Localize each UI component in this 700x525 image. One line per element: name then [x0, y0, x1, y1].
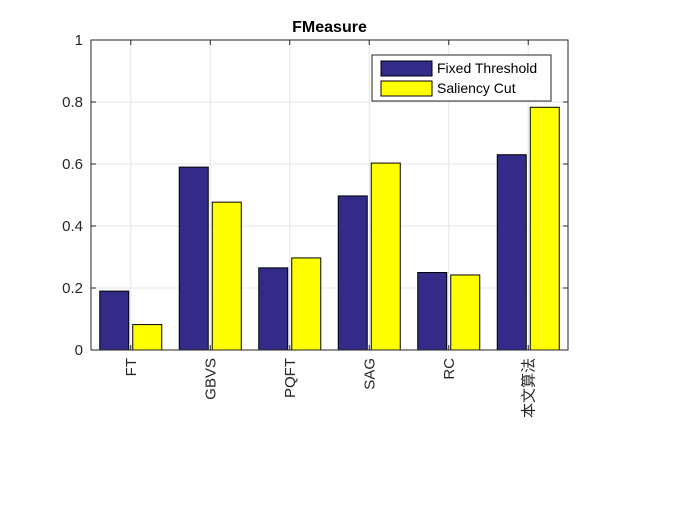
chart-title: FMeasure [292, 19, 367, 36]
legend-swatch [380, 60, 433, 77]
bar-fixed-threshold [417, 272, 448, 351]
bar-saliency-cut [370, 162, 401, 351]
bar-fixed-threshold [178, 166, 209, 351]
legend-label: Fixed Threshold [437, 60, 537, 76]
bar-fixed-threshold [337, 195, 368, 351]
y-tick-label: 0.4 [62, 218, 83, 235]
bar-fixed-threshold [99, 290, 130, 351]
x-tick-label: FT [123, 358, 140, 376]
legend: Fixed Threshold Saliency Cut [371, 54, 552, 102]
x-tick-label: SAG [361, 358, 378, 390]
y-tick-label: 0 [75, 342, 83, 359]
legend-swatch [380, 80, 433, 97]
x-tick-label: GBVS [202, 358, 219, 400]
bar-fixed-threshold [258, 267, 289, 351]
bars [99, 106, 560, 351]
y-tick-label: 0.8 [62, 94, 83, 111]
bar-saliency-cut [211, 201, 242, 351]
y-tick-label: 0.6 [62, 156, 83, 173]
bar-saliency-cut [529, 106, 560, 351]
x-tick-label: PQFT [282, 358, 299, 398]
legend-label: Saliency Cut [437, 80, 516, 96]
x-axis-ticks: FT GBVS PQFT SAG RC 本文算法 [123, 40, 537, 418]
x-tick-label: 本文算法 [519, 358, 537, 418]
bar-saliency-cut [291, 257, 322, 351]
y-tick-label: 0.2 [62, 280, 83, 297]
y-axis-ticks: 0 0.2 0.4 0.6 0.8 1 [62, 32, 568, 359]
x-tick-label: RC [441, 358, 458, 380]
y-tick-label: 1 [75, 32, 83, 49]
bar-saliency-cut [132, 324, 163, 351]
bar-saliency-cut [450, 274, 481, 351]
plot-border [90, 39, 569, 351]
bar-fixed-threshold [496, 154, 527, 351]
